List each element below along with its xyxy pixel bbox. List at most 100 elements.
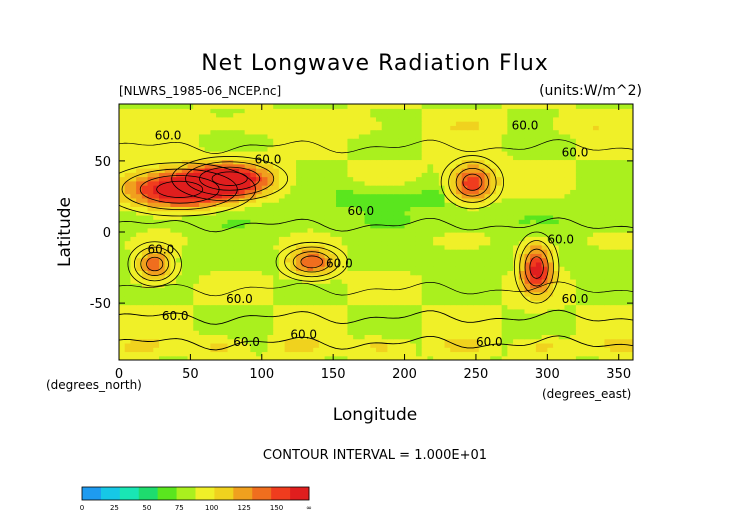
heat-cell [324,330,331,335]
heat-cell [176,236,183,242]
heat-cell [347,338,354,344]
heat-cell [627,185,633,190]
heat-cell [164,180,171,186]
heat-cell [164,236,171,242]
heat-cell [518,274,526,280]
heat-cell [313,249,320,254]
heat-cell [427,244,434,250]
heat-cell [284,347,291,353]
heat-cell [518,168,526,173]
heat-cell [301,304,309,310]
heat-cell [404,291,411,297]
heat-cell [404,283,411,289]
heat-cell [433,155,440,161]
heat-cell [535,355,543,360]
heat-cell [164,138,171,143]
heat-cell [581,232,588,237]
heat-cell [130,223,137,229]
heat-cell [461,253,468,259]
heat-cell [438,133,446,139]
heat-cell [575,214,583,220]
heat-cell [284,163,291,169]
heat-cell [233,133,240,139]
heat-cell [570,125,577,131]
heat-cell [370,146,377,152]
heat-cell [136,133,143,139]
heat-cell [301,176,309,182]
heat-cell [570,155,577,161]
heat-cell [284,197,291,203]
heat-cell [581,325,588,331]
heat-cell [507,308,514,314]
heat-cell [513,227,520,233]
heat-cell [124,146,132,152]
heat-cell [353,129,360,135]
heat-cell [513,193,520,199]
heat-cell [147,274,154,280]
heat-cell [535,236,543,242]
heat-cell [136,176,143,182]
heat-cell [141,168,149,173]
heat-cell [181,300,189,306]
heat-cell [575,125,583,131]
heat-cell [381,313,389,318]
heat-cell [210,308,217,314]
heat-cell [495,232,503,237]
heat-cell [387,150,394,156]
heat-cell [324,138,331,143]
heat-cell [313,129,320,135]
heat-cell [427,185,434,190]
heat-cell [130,125,137,131]
heat-cell [501,219,508,225]
heat-cell [398,321,406,327]
heat-cell [233,155,240,161]
heat-cell [547,287,554,293]
heat-cell [444,274,451,280]
heat-cell [370,176,377,182]
heat-cell [256,142,263,148]
heat-cell [564,304,571,310]
heat-cell [336,146,343,152]
heat-cell [187,283,194,289]
heat-cell [564,223,571,229]
heat-cell [318,249,326,254]
heat-cell [387,291,394,297]
heat-cell [313,219,320,225]
heat-cell [444,278,451,284]
heat-cell [278,304,286,310]
heat-cell [221,133,229,139]
heat-cell [238,236,246,242]
heat-cell [301,133,309,139]
heat-cell [455,325,463,331]
heat-cell [593,138,600,143]
heat-cell [518,253,526,259]
heat-cell [581,227,588,233]
heat-cell [370,236,377,242]
heat-cell [233,176,240,182]
heat-cell [204,202,211,207]
heat-cell [518,236,526,242]
heat-cell [387,232,394,237]
heat-cell [547,274,554,280]
heat-cell [261,325,269,331]
heat-cell [547,155,554,161]
heat-cell [250,355,257,360]
heat-cell [575,180,583,186]
heat-cell [273,206,280,212]
heat-cell [455,193,463,199]
heat-cell [341,155,349,161]
heat-cell [433,202,440,207]
heat-cell [313,236,320,242]
heat-cell [353,317,360,323]
heat-cell [598,274,606,280]
heat-cell [535,240,543,246]
heat-cell [170,355,177,360]
heat-cell [364,142,371,148]
heat-cell [467,129,474,135]
heat-cell [404,253,411,259]
heat-cell [273,330,280,335]
heat-cell [473,321,480,327]
heat-cell [341,274,349,280]
heat-cell [221,257,229,263]
heat-cell [261,138,269,143]
